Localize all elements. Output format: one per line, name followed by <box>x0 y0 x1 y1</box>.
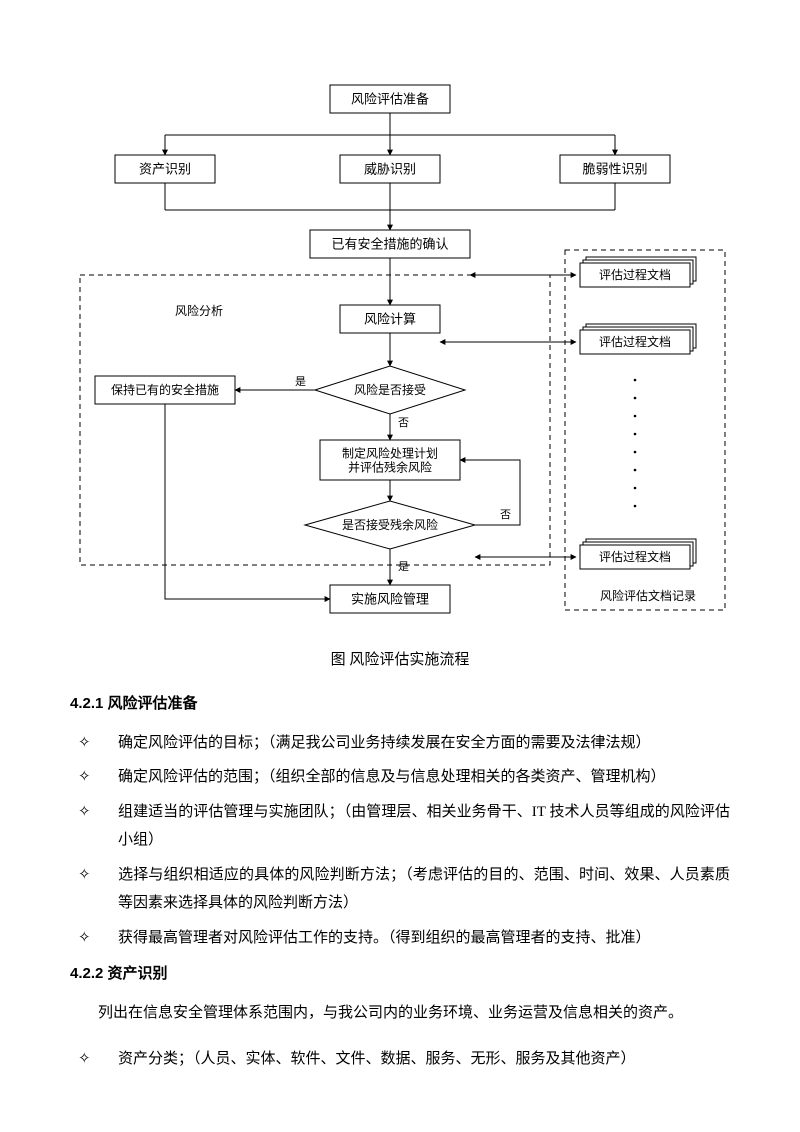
svg-text:风险是否接受: 风险是否接受 <box>354 382 426 397</box>
bullet-item: ✧确定风险评估的目标；（满足我公司业务持续发展在安全方面的需要及法律法规） <box>70 729 730 758</box>
svg-text:是否接受残余风险: 是否接受残余风险 <box>342 517 438 532</box>
svg-text:脆弱性识别: 脆弱性识别 <box>582 162 647 177</box>
svg-text:保持已有的安全措施: 保持已有的安全措施 <box>111 382 219 397</box>
svg-text:评估过程文档: 评估过程文档 <box>599 267 671 282</box>
dashed-region <box>80 275 550 565</box>
svg-text:资产识别: 资产识别 <box>139 162 191 177</box>
bullet-item: ✧组建适当的评估管理与实施团队；（由管理层、相关业务骨干、IT 技术人员等组成的… <box>70 798 730 855</box>
svg-text:实施风险管理: 实施风险管理 <box>351 592 429 607</box>
bullet-item: ✧确定风险评估的范围；（组织全部的信息及与信息处理相关的各类资产、管理机构） <box>70 763 730 792</box>
flow-label: 风险分析 <box>175 303 223 318</box>
edge <box>165 404 330 599</box>
bullet-item: ✧选择与组织相适应的具体的风险判断方法；（考虑评估的目的、范围、时间、效果、人员… <box>70 861 730 918</box>
document-body: 4.2.1 风险评估准备 ✧确定风险评估的目标；（满足我公司业务持续发展在安全方面… <box>70 682 730 1080</box>
bullet-item: ✧资产分类；（人员、实体、软件、文件、数据、服务、无形、服务及其他资产） <box>70 1045 730 1074</box>
flow-label: 是 <box>398 560 409 573</box>
svg-text:评估过程文档: 评估过程文档 <box>599 334 671 349</box>
bullet-item: ✧获得最高管理者对风险评估工作的支持。（得到组织的最高管理者的支持、批准） <box>70 924 730 953</box>
svg-text:风险评估准备: 风险评估准备 <box>351 92 429 107</box>
flowchart-caption: 图 风险评估实施流程 <box>0 648 800 669</box>
section-paragraph: 列出在信息安全管理体系范围内，与我公司内的业务环境、业务运营及信息相关的资产。 <box>70 999 730 1028</box>
flow-label: 否 <box>500 509 511 521</box>
flow-label: 否 <box>398 417 409 429</box>
section-heading: 4.2.1 风险评估准备 <box>70 690 730 719</box>
edge <box>460 460 520 525</box>
svg-text:风险计算: 风险计算 <box>364 312 416 327</box>
flow-label: 风险评估文档记录 <box>600 588 696 603</box>
flow-label: 是 <box>295 375 306 388</box>
svg-text:评估过程文档: 评估过程文档 <box>599 549 671 564</box>
flowchart: 风险评估准备资产识别 威胁识别 脆弱性识别已有安全措施的确认风险计算风险是否接受 保持… <box>60 80 740 650</box>
section-heading: 4.2.2 资产识别 <box>70 960 730 989</box>
svg-text:制定风险处理计划: 制定风险处理计划 <box>342 446 438 461</box>
svg-text:威胁识别: 威胁识别 <box>364 162 416 177</box>
svg-text:已有安全措施的确认: 已有安全措施的确认 <box>331 237 448 252</box>
svg-text:并评估残余风险: 并评估残余风险 <box>348 459 432 474</box>
